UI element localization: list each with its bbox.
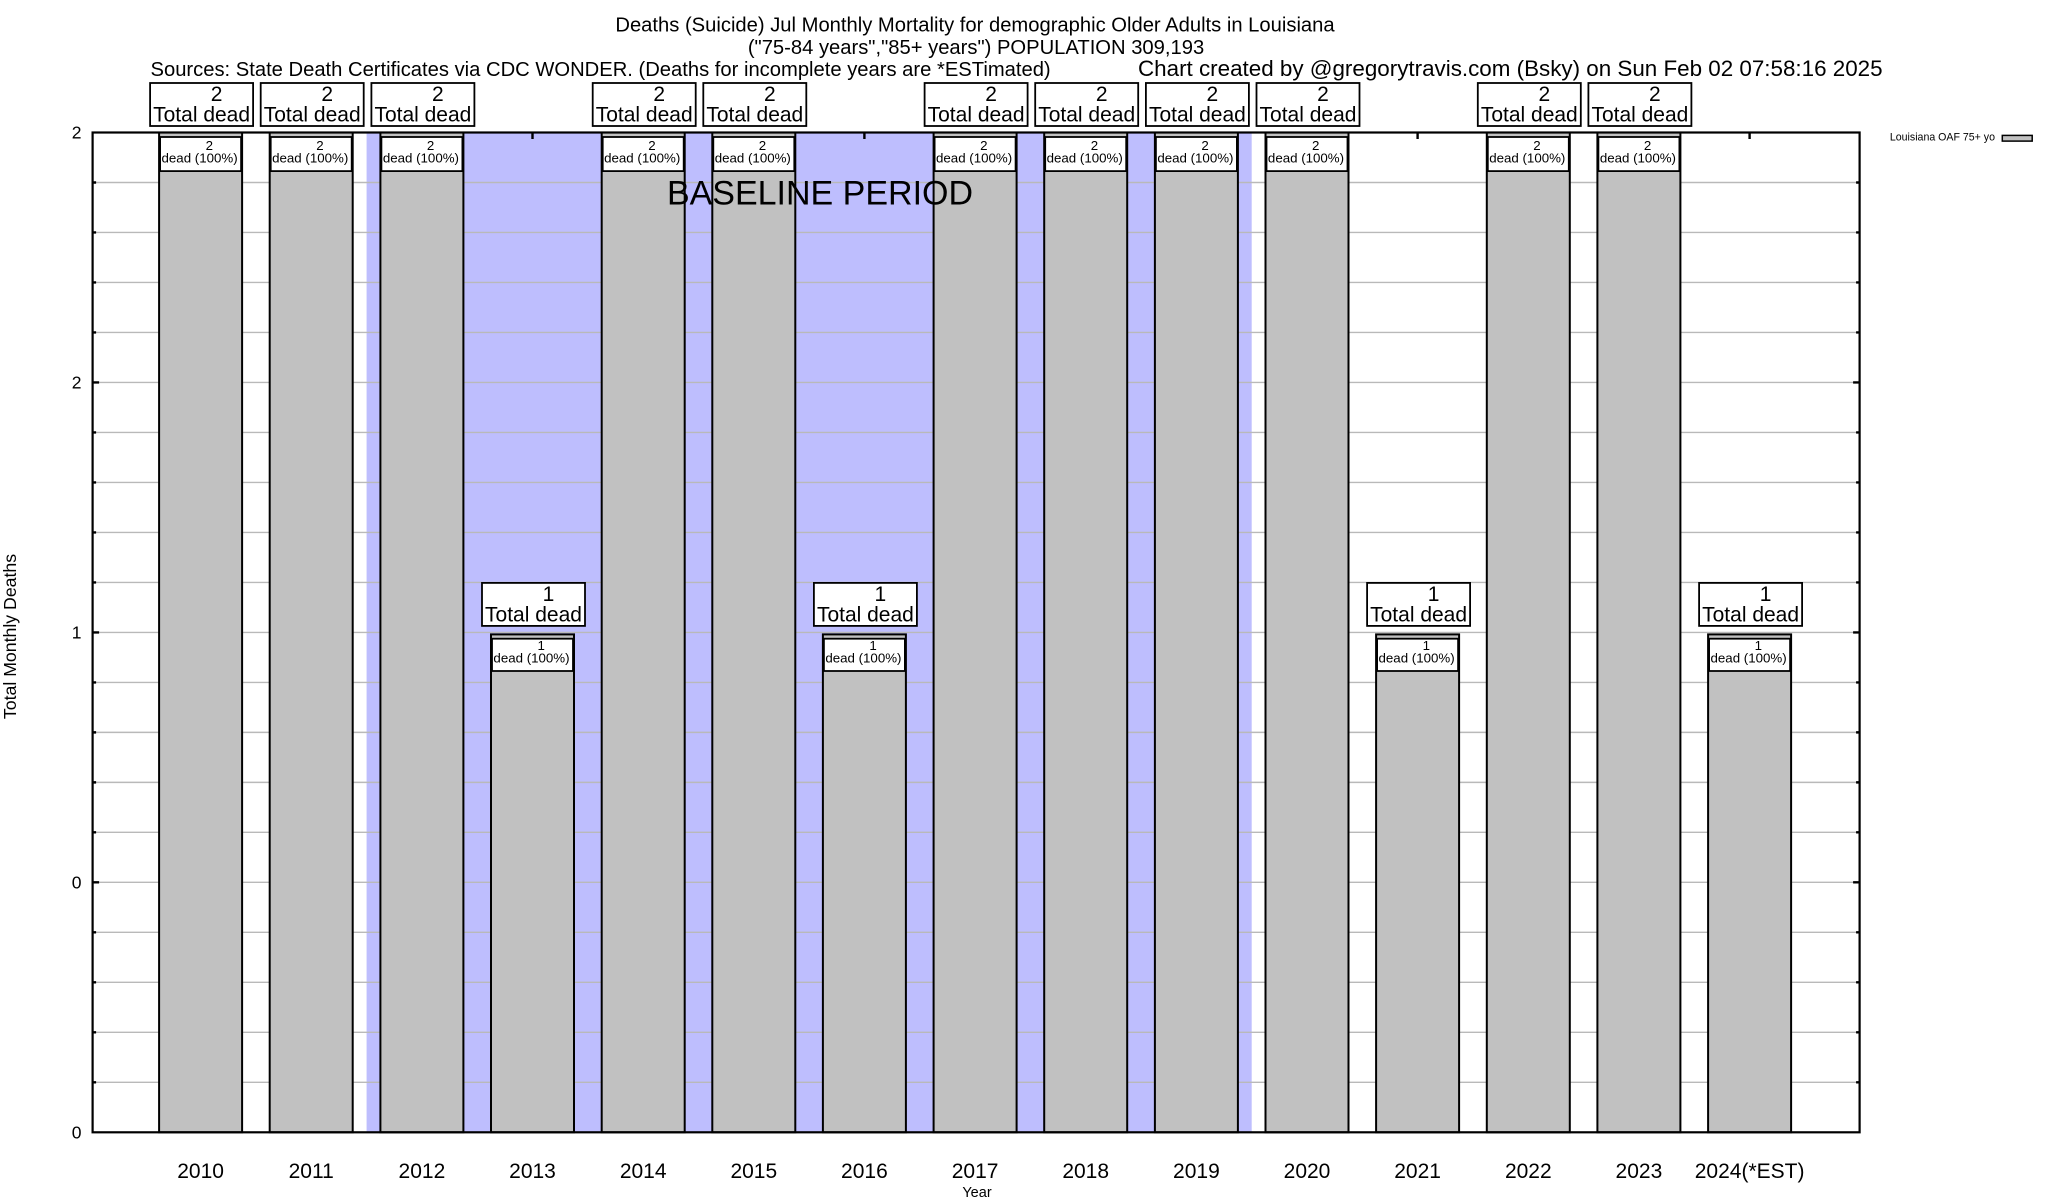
svg-text:2: 2 — [980, 138, 987, 153]
svg-text:2: 2 — [316, 138, 323, 153]
svg-text:2011: 2011 — [289, 1160, 334, 1183]
svg-text:2: 2 — [1312, 138, 1319, 153]
svg-text:2: 2 — [648, 138, 655, 153]
svg-text:Total dead: Total dead — [706, 103, 803, 126]
svg-text:0: 0 — [72, 873, 82, 893]
svg-text:2: 2 — [1091, 138, 1098, 153]
svg-text:Total dead: Total dead — [1370, 603, 1467, 626]
svg-text:2: 2 — [1207, 83, 1219, 106]
svg-text:2: 2 — [1317, 83, 1329, 106]
svg-text:1: 1 — [1755, 638, 1762, 653]
svg-text:Total dead: Total dead — [1481, 103, 1578, 126]
svg-text:2: 2 — [1533, 138, 1540, 153]
svg-text:1: 1 — [1423, 638, 1430, 653]
svg-text:2: 2 — [764, 83, 776, 106]
svg-text:2: 2 — [759, 138, 766, 153]
svg-text:Louisiana OAF 75+ yo: Louisiana OAF 75+ yo — [1890, 132, 1995, 144]
svg-text:dead (100%): dead (100%) — [162, 151, 238, 166]
svg-text:2: 2 — [1538, 83, 1550, 106]
svg-text:2: 2 — [206, 138, 213, 153]
svg-text:2019: 2019 — [1173, 1160, 1220, 1183]
svg-text:2: 2 — [427, 138, 434, 153]
svg-text:Total dead: Total dead — [817, 603, 914, 626]
svg-text:Year: Year — [962, 1185, 991, 1200]
svg-text:Total dead: Total dead — [1038, 103, 1135, 126]
svg-text:2: 2 — [211, 83, 223, 106]
svg-text:2: 2 — [432, 83, 444, 106]
svg-text:dead (100%): dead (100%) — [383, 151, 459, 166]
svg-text:Total dead: Total dead — [374, 103, 471, 126]
svg-text:Total dead: Total dead — [153, 103, 250, 126]
svg-text:Total dead: Total dead — [264, 103, 361, 126]
svg-text:dead (100%): dead (100%) — [604, 151, 680, 166]
svg-text:Sources: State Death Certifica: Sources: State Death Certificates via CD… — [151, 59, 1051, 81]
svg-text:1: 1 — [537, 638, 544, 653]
svg-text:2: 2 — [1649, 83, 1661, 106]
svg-text:1: 1 — [1760, 583, 1772, 606]
svg-text:2: 2 — [653, 83, 665, 106]
svg-text:2: 2 — [1644, 138, 1651, 153]
svg-text:dead (100%): dead (100%) — [1379, 650, 1455, 665]
svg-text:2015: 2015 — [730, 1160, 777, 1183]
svg-text:Total dead: Total dead — [1702, 603, 1799, 626]
svg-text:Chart created by @gregorytravi: Chart created by @gregorytravis.com (Bsk… — [1138, 56, 1883, 81]
svg-text:0: 0 — [72, 1123, 82, 1143]
svg-text:Total dead: Total dead — [1149, 103, 1246, 126]
svg-text:dead (100%): dead (100%) — [936, 151, 1012, 166]
svg-text:dead (100%): dead (100%) — [825, 650, 901, 665]
svg-text:2: 2 — [321, 83, 333, 106]
svg-text:1: 1 — [1428, 583, 1440, 606]
svg-text:2018: 2018 — [1062, 1160, 1109, 1183]
svg-text:dead (100%): dead (100%) — [1489, 151, 1565, 166]
svg-text:Total Monthly Deaths: Total Monthly Deaths — [0, 554, 20, 719]
svg-text:2014: 2014 — [620, 1160, 667, 1183]
svg-text:dead (100%): dead (100%) — [272, 151, 348, 166]
svg-text:2: 2 — [1201, 138, 1208, 153]
svg-text:Total dead: Total dead — [1260, 103, 1357, 126]
svg-text:("75-84 years","85+ years") PO: ("75-84 years","85+ years") POPULATION 3… — [748, 37, 1204, 59]
svg-text:2024(*EST): 2024(*EST) — [1695, 1160, 1805, 1183]
svg-text:2013: 2013 — [509, 1160, 556, 1183]
svg-text:Total dead: Total dead — [485, 603, 582, 626]
svg-text:1: 1 — [875, 583, 887, 606]
svg-text:BASELINE PERIOD: BASELINE PERIOD — [667, 175, 973, 213]
svg-text:2016: 2016 — [841, 1160, 888, 1183]
svg-text:2012: 2012 — [399, 1160, 446, 1183]
svg-text:2017: 2017 — [952, 1160, 999, 1183]
svg-text:Total dead: Total dead — [1591, 103, 1688, 126]
svg-text:dead (100%): dead (100%) — [1047, 151, 1123, 166]
svg-text:2: 2 — [72, 373, 82, 393]
svg-text:1: 1 — [869, 638, 876, 653]
svg-text:dead (100%): dead (100%) — [1711, 650, 1787, 665]
svg-text:2010: 2010 — [177, 1160, 224, 1183]
svg-text:dead (100%): dead (100%) — [1268, 151, 1344, 166]
svg-text:2023: 2023 — [1616, 1160, 1663, 1183]
svg-text:2: 2 — [1096, 83, 1108, 106]
svg-text:dead (100%): dead (100%) — [493, 650, 569, 665]
svg-text:Total dead: Total dead — [928, 103, 1025, 126]
svg-text:2: 2 — [72, 123, 82, 143]
svg-text:Total dead: Total dead — [596, 103, 693, 126]
svg-text:dead (100%): dead (100%) — [1600, 151, 1676, 166]
svg-text:Deaths (Suicide) Jul Monthly M: Deaths (Suicide) Jul Monthly Mortality f… — [615, 15, 1335, 37]
svg-text:2022: 2022 — [1505, 1160, 1552, 1183]
svg-text:2: 2 — [985, 83, 997, 106]
svg-text:2021: 2021 — [1394, 1160, 1441, 1183]
svg-text:1: 1 — [543, 583, 555, 606]
svg-text:2020: 2020 — [1284, 1160, 1331, 1183]
svg-text:dead (100%): dead (100%) — [715, 151, 791, 166]
svg-text:dead (100%): dead (100%) — [1157, 151, 1233, 166]
svg-text:1: 1 — [72, 623, 82, 643]
